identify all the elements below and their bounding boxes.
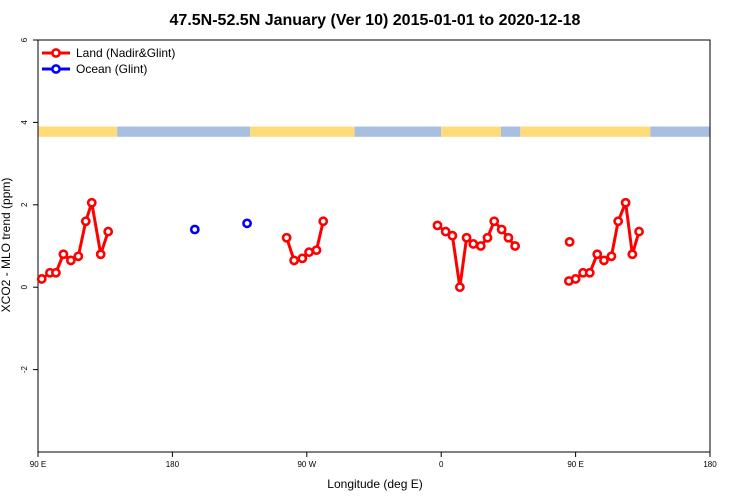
x-tick-label: 180	[703, 460, 717, 469]
y-axis-label: XCO2 - MLO trend (ppm)	[0, 178, 13, 313]
data-point	[311, 245, 322, 256]
data-point	[489, 216, 500, 227]
data-point	[432, 220, 443, 231]
data-point	[627, 249, 638, 260]
y-tick-label: -2	[20, 365, 29, 373]
data-point	[95, 249, 106, 260]
data-point	[613, 216, 624, 227]
data-point	[564, 236, 575, 247]
legend-ocean-marker	[51, 64, 61, 74]
data-point	[592, 249, 603, 260]
data-point	[86, 197, 97, 208]
x-axis-label: Longitude (deg E)	[327, 477, 422, 491]
band-segment-land	[520, 126, 651, 137]
data-point	[634, 226, 644, 237]
band-segment-land	[250, 126, 355, 137]
data-point	[80, 216, 91, 227]
data-point	[461, 232, 472, 243]
data-point	[620, 197, 631, 208]
data-point	[475, 241, 486, 251]
x-tick-label: 90 W	[297, 460, 316, 469]
band-segment-ocean	[117, 126, 251, 137]
band-segment-land	[441, 126, 501, 137]
x-tick-label: 0	[439, 460, 444, 469]
data-point	[65, 255, 76, 266]
data-point	[297, 253, 308, 264]
data-point	[189, 224, 200, 235]
data-point	[447, 230, 458, 241]
data-point	[599, 255, 609, 266]
data-point	[510, 241, 521, 251]
data-point	[73, 251, 84, 262]
data-point	[570, 274, 581, 284]
data-point	[58, 249, 69, 260]
series-1	[189, 218, 252, 235]
x-tick-label: 90 E	[567, 460, 583, 469]
band-segment-ocean	[650, 126, 710, 137]
legend-land-marker	[51, 48, 61, 58]
series	[36, 197, 644, 293]
legend-ocean-label: Ocean (Glint)	[76, 62, 147, 76]
y-tick-label: 4	[20, 120, 29, 125]
y-tick-label: 2	[20, 202, 29, 207]
series-0	[36, 197, 644, 293]
data-point	[304, 247, 314, 258]
data-point	[36, 274, 47, 284]
data-point	[482, 232, 493, 243]
data-point	[318, 216, 329, 227]
data-point	[103, 226, 114, 237]
y-tick-label: 6	[20, 37, 29, 42]
series-line	[568, 201, 641, 283]
data-point	[281, 232, 292, 243]
band-segment-ocean	[500, 126, 521, 137]
legend-land-label: Land (Nadir&Glint)	[76, 46, 175, 60]
y-tick-label: 0	[20, 284, 29, 289]
data-point	[584, 267, 595, 278]
plot-frame	[37, 39, 711, 453]
data-point	[503, 232, 514, 243]
x-tick-label: 90 E	[30, 460, 46, 469]
data-point	[468, 239, 479, 249]
data-point	[454, 282, 465, 293]
chart-title: 47.5N-52.5N January (Ver 10) 2015-01-01 …	[170, 12, 581, 29]
data-point	[242, 218, 252, 229]
data-point	[51, 267, 61, 278]
data-point	[289, 255, 300, 266]
x-tick-label: 180	[166, 460, 180, 469]
land-ocean-band	[38, 126, 710, 137]
data-point	[440, 226, 451, 237]
series-line	[40, 201, 110, 281]
legend: Land (Nadir&Glint) Ocean (Glint)	[42, 46, 175, 76]
data-point	[606, 251, 617, 262]
band-segment-ocean	[354, 126, 442, 137]
data-point	[496, 224, 507, 235]
band-segment-land	[38, 126, 118, 137]
axes: 90 E 180 90 W 0 90 E 180 -2 0 2 4 6	[20, 37, 717, 469]
